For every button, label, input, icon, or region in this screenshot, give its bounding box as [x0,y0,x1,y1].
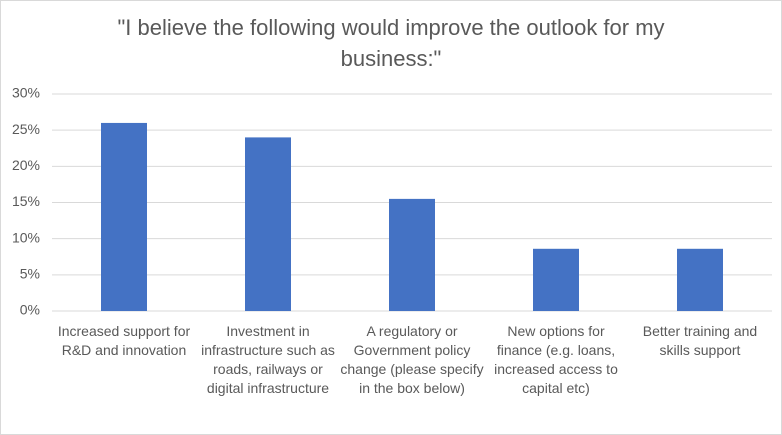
bar [245,137,291,311]
y-tick-label: 30% [12,85,40,101]
y-tick-label: 20% [12,157,40,173]
y-tick-label: 10% [12,229,40,245]
bar [101,122,147,311]
bar [677,248,723,311]
x-tick-label: Increased support for R&D and innovation [57,323,191,358]
x-tick-label: New options for finance (e.g. loans, inc… [494,323,618,396]
bar [389,198,435,311]
y-tick-label: 25% [12,121,40,137]
chart-title: "I believe the following would improve t… [117,15,665,71]
x-tick-label: Investment in infrastructure such as roa… [201,323,335,396]
y-tick-label: 0% [20,302,40,318]
x-tick-label: A regulatory or Government policy change… [340,323,484,396]
y-tick-label: 5% [20,266,40,282]
y-tick-label: 15% [12,193,40,209]
x-tick-label: Better training and skills support [642,323,758,358]
bar [533,248,579,311]
